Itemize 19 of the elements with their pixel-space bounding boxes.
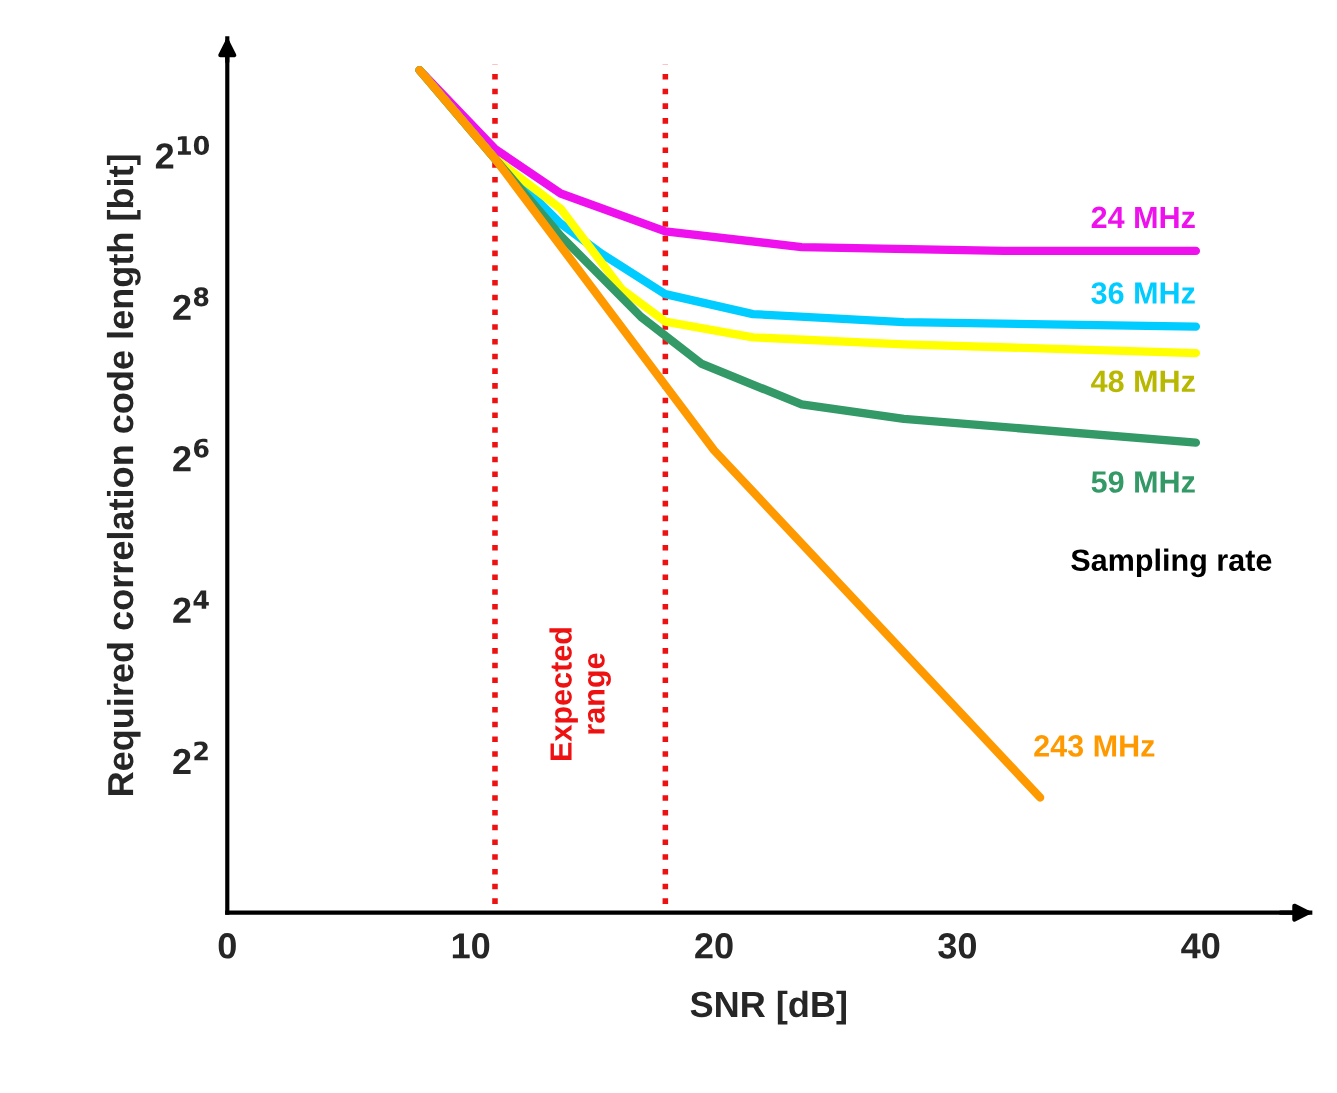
y-tick-label: 2$^{4}$ <box>173 590 209 623</box>
annotation: Sampling rate <box>1071 548 1272 578</box>
series-label: 243 MHz <box>1034 735 1155 757</box>
annotation: Expected range <box>549 628 611 760</box>
y-tick-label: 2$^{2}$ <box>173 741 208 775</box>
y-tick-label: 2$^{10}$ <box>155 135 210 169</box>
y-tick-label: 2$^{8}$ <box>173 287 209 320</box>
series-label: 36 MHz <box>1091 282 1195 304</box>
y-tick-label: 2$^{6}$ <box>173 438 209 472</box>
y-axis-title: Required correlation code length [bit] <box>106 155 141 796</box>
x-tick-label: 0 <box>218 933 236 959</box>
series-label: 48 MHz <box>1091 370 1195 393</box>
x-tick-label: 10 <box>452 933 490 959</box>
x-tick-label: 30 <box>938 933 976 959</box>
x-axis-title: SNR [dB] <box>690 990 846 1025</box>
series-label: 59 MHz <box>1091 471 1195 493</box>
x-tick-label: 20 <box>695 933 733 959</box>
series-label: 24 MHz <box>1091 206 1195 228</box>
x-tick-label: 40 <box>1181 933 1220 959</box>
